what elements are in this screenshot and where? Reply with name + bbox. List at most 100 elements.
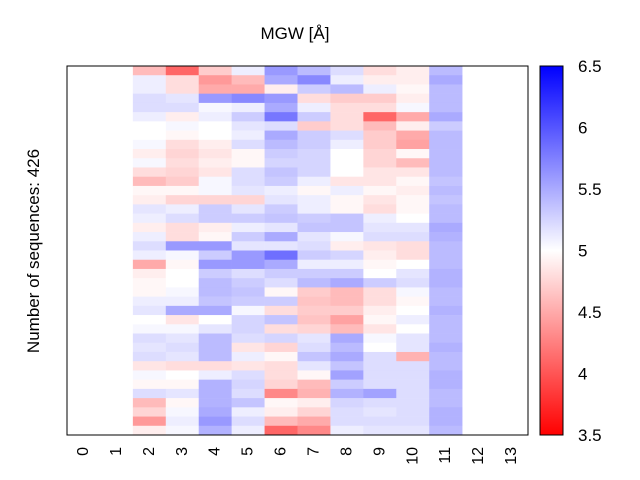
heatmap-cell [264, 84, 298, 94]
heatmap-cell [429, 195, 463, 205]
heatmap-cell [297, 351, 331, 362]
heatmap-cell [363, 195, 397, 205]
heatmap-cell [330, 185, 364, 196]
heatmap-cell [264, 305, 298, 316]
heatmap-cell [396, 296, 430, 307]
heatmap-cell [297, 250, 331, 261]
heatmap-cell [363, 250, 397, 261]
heatmap-cell [132, 222, 167, 233]
heatmap-cell [198, 305, 232, 316]
heatmap-cell [396, 222, 430, 233]
heatmap-cell [231, 370, 265, 380]
heatmap-cell [165, 222, 200, 233]
heatmap-cell [165, 130, 200, 141]
heatmap-cell [198, 379, 232, 390]
heatmap-cell [429, 259, 463, 270]
heatmap-cell [264, 416, 298, 427]
heatmap-cell [165, 93, 200, 104]
heatmap-cell [264, 296, 298, 307]
heatmap-cell [165, 407, 200, 417]
heatmap-cell [429, 139, 463, 150]
heatmap-cell [132, 213, 167, 224]
x-tick-label: 7 [306, 447, 323, 456]
heatmap-cell [396, 139, 430, 150]
heatmap-cell [132, 259, 167, 270]
heatmap-cell [132, 102, 167, 113]
heatmap-cell [297, 176, 331, 187]
heatmap-cell [231, 324, 265, 334]
heatmap-cell [132, 278, 167, 288]
heatmap-cell [396, 370, 430, 380]
heatmap-cell [297, 213, 331, 224]
heatmap-cell [165, 315, 200, 325]
heatmap-cell [363, 407, 397, 417]
heatmap-cell [132, 176, 167, 187]
heatmap-cell [132, 204, 167, 214]
heatmap-cell [132, 425, 167, 436]
x-tick-label: 2 [141, 447, 158, 456]
x-tick-label: 11 [437, 447, 454, 464]
heatmap-cell [330, 259, 364, 270]
heatmap-cell [396, 315, 430, 325]
heatmap-cell [165, 388, 200, 399]
heatmap-cell [363, 398, 397, 408]
heatmap-cell [132, 130, 167, 141]
heatmap-cell [429, 185, 463, 196]
heatmap-cell [132, 370, 167, 380]
heatmap-cell [429, 278, 463, 288]
heatmap-cell [297, 195, 331, 205]
heatmap-cell [297, 130, 331, 141]
heatmap-cell [231, 139, 265, 150]
heatmap-cell [429, 361, 463, 371]
heatmap-cell [396, 287, 430, 297]
heatmap-cell [429, 333, 463, 344]
heatmap-cell [198, 167, 232, 177]
heatmap-cell [396, 112, 430, 122]
heatmap-cell [297, 333, 331, 344]
heatmap-cell [429, 398, 463, 408]
y-axis-label: Number of sequences: 426 [24, 149, 43, 353]
heatmap-cell [396, 398, 430, 408]
heatmap-cell [132, 139, 167, 150]
plot-frame [66, 65, 529, 436]
heatmap-cell [297, 379, 331, 390]
heatmap-cell [165, 167, 200, 177]
x-tick-label: 0 [75, 447, 92, 456]
heatmap-cell [396, 185, 430, 196]
heatmap-cell [264, 361, 298, 371]
heatmap-cell [132, 342, 167, 353]
heatmap-cell [429, 351, 463, 362]
heatmap-cell [198, 185, 232, 196]
heatmap-cell [198, 259, 232, 270]
heatmap-cell [363, 324, 397, 334]
heatmap-cell [363, 232, 397, 242]
heatmap-cell [231, 102, 265, 113]
heatmap-cell [330, 351, 364, 362]
heatmap-cell [429, 296, 463, 307]
heatmap-cell [429, 268, 463, 279]
heatmap-cell [132, 195, 167, 205]
heatmap-cell [264, 75, 298, 85]
heatmap-cell [165, 351, 200, 362]
heatmap-cell [429, 388, 463, 399]
heatmap-cell [198, 176, 232, 187]
heatmap-cell [198, 121, 232, 131]
heatmap-cell [396, 130, 430, 141]
heatmap-cell [429, 222, 463, 233]
heatmap-cell [231, 84, 265, 94]
heatmap-cell [132, 351, 167, 362]
heatmap-cell [330, 407, 364, 417]
heatmap-cell [231, 278, 265, 288]
heatmap-cell [297, 222, 331, 233]
x-tick-label: 8 [338, 447, 355, 456]
heatmap-cell [429, 167, 463, 177]
heatmap-cell [132, 232, 167, 242]
heatmap-cell [297, 232, 331, 242]
heatmap-cell [198, 139, 232, 150]
heatmap-cell [297, 287, 331, 297]
heatmap-cell [363, 112, 397, 122]
heatmap-cell [198, 296, 232, 307]
heatmap-cell [198, 213, 232, 224]
heatmap-cell [330, 121, 364, 131]
heatmap-cell [330, 130, 364, 141]
